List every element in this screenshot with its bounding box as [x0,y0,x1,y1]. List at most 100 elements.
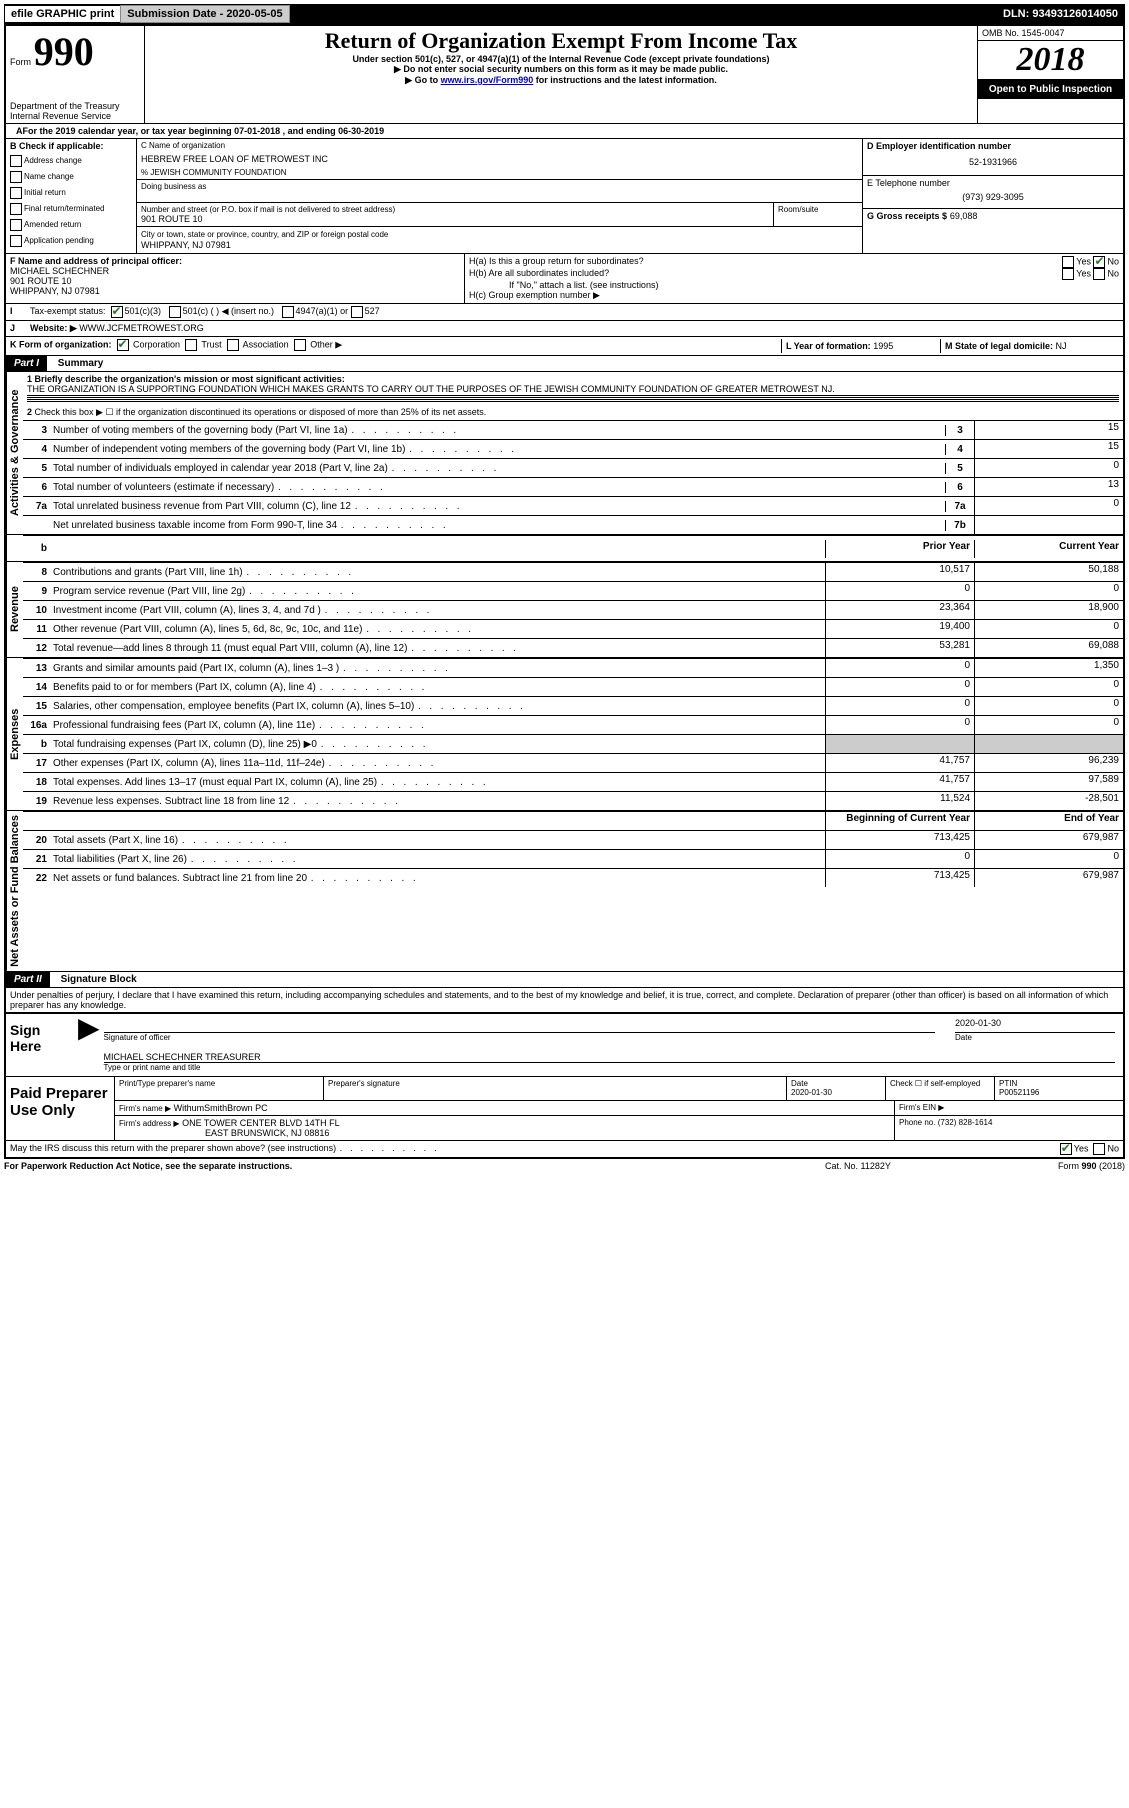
checkbox-discuss-no[interactable] [1093,1143,1105,1155]
firm-addr2: EAST BRUNSWICK, NJ 08816 [119,1128,329,1138]
section-j: J Website: ▶ WWW.JCFMETROWEST.ORG [6,321,1123,337]
line-num: 19 [23,796,51,807]
checkbox-pending[interactable] [10,235,22,247]
opt-assoc: Association [243,339,289,349]
efile-label[interactable]: efile GRAPHIC print [5,6,120,22]
self-employed-label: Check ☐ if self-employed [886,1077,995,1100]
checkbox-ha-no[interactable] [1093,256,1105,268]
line-num: 3 [23,425,51,436]
street-label: Number and street (or P.O. box if mail i… [141,205,769,214]
firm-name: WithumSmithBrown PC [174,1103,268,1113]
line-value: 0 [974,459,1123,477]
col-header-row: b Prior Year Current Year [23,535,1123,561]
m-value: NJ [1056,341,1067,351]
current-value: 50,188 [974,563,1123,581]
irs-link[interactable]: www.irs.gov/Form990 [441,75,534,85]
prior-value: 0 [825,697,974,715]
checkbox-final-return[interactable] [10,203,22,215]
checkbox-4947[interactable] [282,306,294,318]
governance-lines: 3 Number of voting members of the govern… [23,420,1123,534]
data-line: 9 Program service revenue (Part VIII, li… [23,581,1123,600]
opt-name: Name change [24,172,74,181]
prior-value: 0 [825,850,974,868]
checkbox-ha-yes[interactable] [1062,256,1074,268]
opt-corp: Corporation [133,339,180,349]
line-desc: Net assets or fund balances. Subtract li… [51,872,825,885]
m-label: M State of legal domicile: [945,341,1053,351]
data-line: 22 Net assets or fund balances. Subtract… [23,868,1123,887]
prior-value: 713,425 [825,869,974,887]
officer-name: MICHAEL SCHECHNER [10,266,460,276]
part1-header-row: Part I Summary [6,356,1123,372]
l-value: 1995 [873,341,893,351]
data-line: 18 Total expenses. Add lines 13–17 (must… [23,772,1123,791]
checkbox-address-change[interactable] [10,155,22,167]
prior-value: 0 [825,678,974,696]
ha-yes: Yes [1076,256,1091,266]
line-desc: Total number of volunteers (estimate if … [51,481,945,494]
sign-here-block: Sign Here ▶ 2020-01-30 Signature of offi… [6,1012,1123,1076]
hb-label: H(b) Are all subordinates included? [469,268,1062,280]
part1-title: Summary [50,358,104,369]
prior-value: 41,757 [825,773,974,791]
l-label: L Year of formation: [786,341,871,351]
officer-city: WHIPPANY, NJ 07981 [10,286,460,296]
b-label: B Check if applicable: [6,139,136,153]
checkbox-assoc[interactable] [227,339,239,351]
line-num: 9 [23,586,51,597]
line-num: 7a [23,501,51,512]
checkbox-corp[interactable] [117,339,129,351]
dba-label: Doing business as [137,180,862,203]
checkbox-name-change[interactable] [10,171,22,183]
line-desc: Number of voting members of the governin… [51,424,945,437]
line-desc: Other expenses (Part IX, column (A), lin… [51,757,825,770]
checkbox-trust[interactable] [185,339,197,351]
firm-addr1: ONE TOWER CENTER BLVD 14TH FL [182,1118,340,1128]
line-box: 7b [945,520,974,531]
governance-line: 7a Total unrelated business revenue from… [23,496,1123,515]
city-label: City or town, state or province, country… [141,230,388,239]
subtitle-2: ▶ Do not enter social security numbers o… [149,64,973,75]
ha-no: No [1107,256,1119,266]
form-footer: 990 [1081,1161,1096,1171]
perjury-text: Under penalties of perjury, I declare th… [6,988,1123,1012]
ha-label: H(a) Is this a group return for subordin… [469,256,1062,268]
title-box: Return of Organization Exempt From Incom… [145,26,977,123]
checkbox-other[interactable] [294,339,306,351]
period-line: A For the 2019 calendar year, or tax yea… [6,124,1123,139]
phone-value: (973) 929-3095 [867,188,1119,206]
checkbox-amended[interactable] [10,219,22,231]
submission-date-button[interactable]: Submission Date - 2020-05-05 [120,5,289,23]
line-num: 12 [23,643,51,654]
opt-address: Address change [24,156,82,165]
form-number: 990 [34,29,94,74]
f-label: F Name and address of principal officer: [10,256,460,266]
line-box: 7a [945,501,974,512]
sign-date: 2020-01-30 [955,1018,1115,1033]
subtitle-1: Under section 501(c), 527, or 4947(a)(1)… [149,54,973,64]
line-value: 0 [974,497,1123,515]
line-desc: Total revenue—add lines 8 through 11 (mu… [51,642,825,655]
checkbox-discuss-yes[interactable] [1060,1143,1072,1155]
opt-amended: Amended return [24,220,81,229]
line-box: 5 [945,463,974,474]
paid-label: Paid Preparer Use Only [6,1077,115,1140]
expense-lines: 13 Grants and similar amounts paid (Part… [23,658,1123,810]
line-num: 10 [23,605,51,616]
checkbox-hb-no[interactable] [1093,268,1105,280]
data-line: 20 Total assets (Part X, line 16) 713,42… [23,830,1123,849]
data-line: 12 Total revenue—add lines 8 through 11 … [23,638,1123,657]
line-num: 22 [23,873,51,884]
sidebar-spacer [6,535,23,561]
line-num: 16a [23,720,51,731]
checkbox-initial-return[interactable] [10,187,22,199]
checkbox-501c3[interactable] [111,306,123,318]
prep-date-label: Date [791,1079,881,1088]
line-num: 13 [23,663,51,674]
prior-value: 0 [825,582,974,600]
checkbox-501c[interactable] [169,306,181,318]
opt-pending: Application pending [24,236,94,245]
checkbox-527[interactable] [351,306,363,318]
data-line: 13 Grants and similar amounts paid (Part… [23,658,1123,677]
checkbox-hb-yes[interactable] [1062,268,1074,280]
